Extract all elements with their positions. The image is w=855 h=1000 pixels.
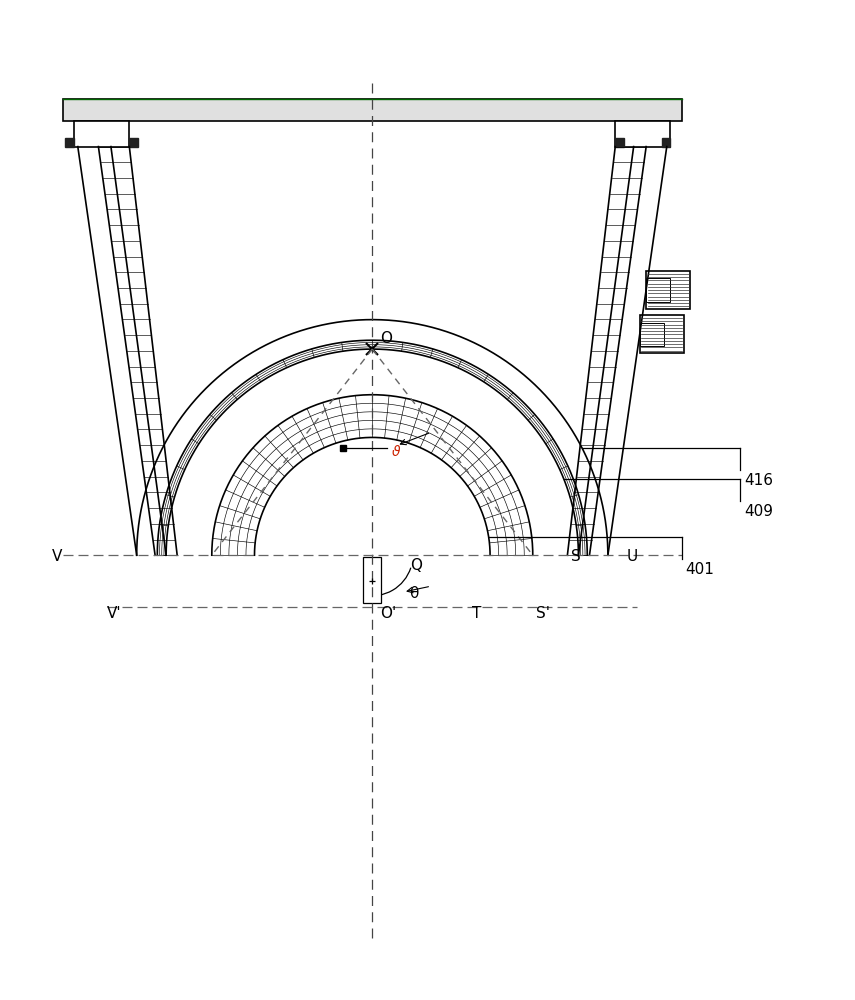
Polygon shape: [63, 99, 681, 121]
Text: V: V: [52, 549, 62, 564]
Text: S: S: [571, 549, 581, 564]
Polygon shape: [662, 138, 670, 147]
Text: 401: 401: [685, 562, 714, 577]
Polygon shape: [640, 315, 684, 353]
Text: O: O: [380, 331, 392, 346]
Text: O': O': [380, 606, 396, 621]
Text: T: T: [472, 606, 481, 621]
Text: V': V': [107, 606, 122, 621]
Polygon shape: [129, 138, 139, 147]
Polygon shape: [640, 323, 664, 346]
Polygon shape: [65, 138, 74, 147]
Text: $\vartheta$: $\vartheta$: [391, 444, 401, 459]
Polygon shape: [363, 557, 381, 603]
Text: 416: 416: [744, 473, 773, 488]
Text: Q: Q: [410, 558, 422, 573]
Polygon shape: [646, 271, 690, 309]
Polygon shape: [74, 121, 129, 147]
Polygon shape: [616, 121, 670, 147]
Text: S': S': [536, 606, 551, 621]
Text: 409: 409: [744, 504, 773, 519]
Polygon shape: [616, 138, 624, 147]
Polygon shape: [646, 278, 670, 302]
Text: U: U: [626, 549, 638, 564]
Text: θ: θ: [409, 586, 418, 601]
